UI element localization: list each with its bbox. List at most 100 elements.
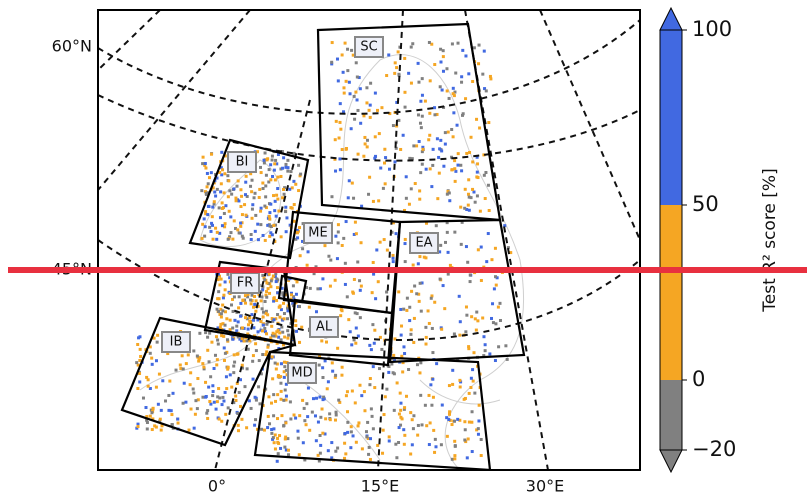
- data-dot: [270, 158, 274, 162]
- data-dot: [287, 333, 291, 337]
- data-dot: [273, 332, 277, 336]
- data-dot: [305, 402, 309, 406]
- data-dot: [201, 162, 205, 166]
- data-dot: [467, 347, 471, 351]
- data-dot: [457, 294, 461, 298]
- data-dot: [409, 81, 413, 85]
- data-dot: [399, 415, 403, 419]
- data-dot: [350, 181, 354, 185]
- data-dot: [270, 233, 274, 237]
- coastline: [199, 159, 282, 248]
- data-dot: [402, 407, 406, 411]
- data-dot: [279, 381, 283, 385]
- data-dot: [281, 330, 285, 334]
- data-dot: [273, 447, 277, 451]
- data-dot: [323, 432, 327, 436]
- data-dot: [397, 118, 401, 122]
- data-dot: [248, 319, 252, 323]
- data-dot: [463, 438, 467, 442]
- data-dot: [216, 278, 220, 282]
- data-dot: [280, 286, 284, 290]
- data-dot: [272, 194, 276, 198]
- data-dot: [360, 394, 364, 398]
- data-dot: [415, 144, 419, 148]
- data-dot: [366, 437, 370, 441]
- data-dot: [373, 386, 377, 390]
- data-dot: [234, 196, 238, 200]
- data-dot: [270, 401, 274, 405]
- data-dot: [402, 428, 406, 432]
- data-dot: [207, 360, 211, 364]
- data-dot: [297, 453, 301, 457]
- data-dot: [479, 454, 483, 458]
- data-dot: [334, 449, 338, 453]
- data-dot: [242, 326, 246, 330]
- data-dot: [403, 208, 407, 212]
- data-dot: [448, 263, 452, 267]
- data-dot: [256, 238, 260, 242]
- data-dot: [236, 179, 240, 183]
- data-dot: [415, 363, 419, 367]
- data-dot: [275, 286, 279, 290]
- data-dot: [279, 308, 283, 312]
- data-dot: [265, 281, 269, 285]
- data-dot: [345, 295, 349, 299]
- data-dot: [490, 258, 494, 262]
- data-dot: [249, 406, 253, 410]
- data-dot: [212, 400, 216, 404]
- data-dot: [387, 439, 391, 443]
- data-dot: [158, 417, 162, 421]
- data-dot: [326, 449, 330, 453]
- data-dot: [319, 443, 323, 447]
- data-dot: [269, 163, 273, 167]
- data-dot: [412, 414, 416, 418]
- data-dot: [252, 196, 256, 200]
- data-dot: [416, 61, 420, 65]
- data-dot: [326, 380, 330, 384]
- data-dot: [136, 342, 140, 346]
- data-dot: [424, 342, 428, 346]
- data-dot: [376, 443, 380, 447]
- data-dot: [211, 389, 215, 393]
- data-dot: [174, 368, 178, 372]
- data-dot: [353, 117, 357, 121]
- data-dot: [239, 404, 243, 408]
- data-dot: [265, 350, 269, 354]
- data-dot: [403, 242, 407, 246]
- region-label: EA: [415, 236, 432, 251]
- colorbar-frame: [659, 29, 683, 451]
- data-dot: [217, 417, 221, 421]
- data-dot: [279, 235, 283, 239]
- data-dot: [271, 174, 275, 178]
- region-box: [188, 138, 310, 260]
- data-dot: [245, 367, 249, 371]
- data-dot: [275, 277, 279, 281]
- data-dot: [145, 415, 149, 419]
- data-dot: [391, 371, 395, 375]
- data-dot: [227, 209, 231, 213]
- data-dot: [453, 167, 457, 171]
- data-dot: [282, 187, 286, 191]
- data-dot: [226, 406, 230, 410]
- data-dot: [411, 427, 415, 431]
- data-dot: [228, 373, 232, 377]
- data-dot: [397, 290, 401, 294]
- data-dot: [399, 408, 403, 412]
- data-dot: [148, 414, 152, 418]
- data-dot: [306, 250, 310, 254]
- coastline: [139, 54, 525, 470]
- data-dot: [346, 410, 350, 414]
- data-dot: [423, 99, 427, 103]
- data-dot: [243, 301, 247, 305]
- data-dot: [198, 331, 202, 335]
- data-dot: [204, 212, 208, 216]
- data-dot: [337, 398, 341, 402]
- data-dot: [470, 315, 474, 319]
- data-dot: [424, 256, 428, 260]
- data-dot: [387, 370, 391, 374]
- data-dot: [460, 169, 464, 173]
- data-dot: [170, 413, 174, 417]
- data-dot: [485, 260, 489, 264]
- data-dot: [356, 152, 360, 156]
- data-dot: [267, 180, 271, 184]
